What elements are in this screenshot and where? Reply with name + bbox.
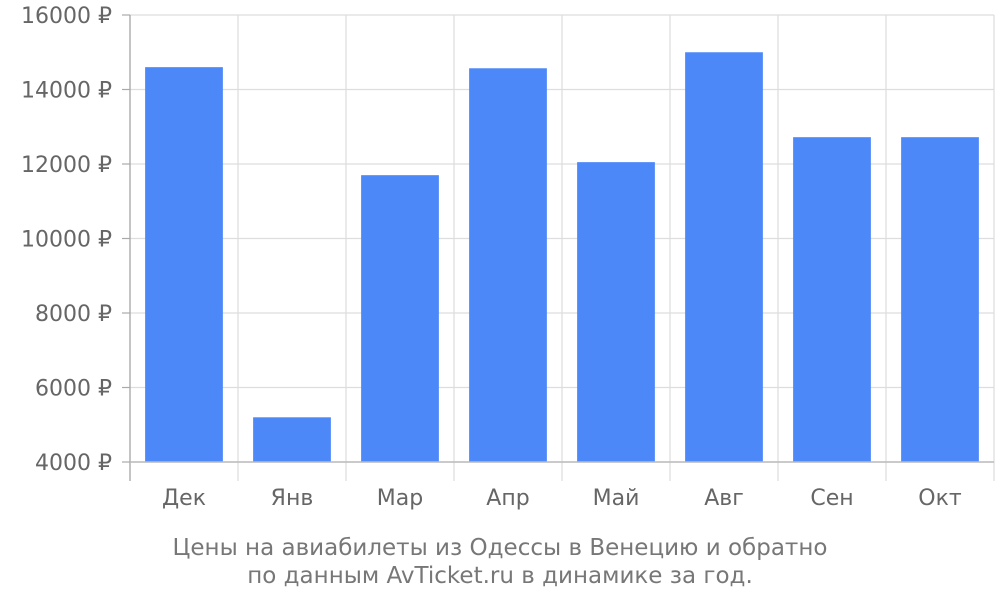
- bar-3: [361, 175, 439, 463]
- x-tick-label: Янв: [271, 486, 314, 511]
- bar-4: [469, 68, 547, 462]
- bar-2: [253, 417, 331, 462]
- chart-caption-line-1: Цены на авиабилеты из Одессы в Венецию и…: [172, 535, 828, 561]
- y-tick-label: 14000 ₽: [21, 79, 112, 104]
- grid-lines: [130, 14, 995, 481]
- bar-5: [577, 162, 655, 462]
- y-tick-labels: 4000 ₽ 6000 ₽ 8000 ₽ 10000 ₽ 12000 ₽ 14000 ₽ 1…: [21, 4, 112, 476]
- chart-caption-line-2: по данным AvTicket.ru в динамике за год.: [247, 563, 753, 589]
- y-tick-label: 10000 ₽: [21, 228, 112, 253]
- axes: [122, 14, 994, 481]
- y-tick-label: 4000 ₽: [35, 451, 112, 476]
- y-tick-label: 6000 ₽: [35, 377, 112, 402]
- y-tick-label: 16000 ₽: [21, 4, 112, 29]
- x-tick-label: Май: [593, 486, 640, 511]
- bar-8: [901, 137, 979, 462]
- bar-6: [685, 52, 763, 462]
- x-tick-label: Дек: [162, 486, 206, 511]
- y-tick-label: 12000 ₽: [21, 153, 112, 178]
- y-tick-label: 8000 ₽: [35, 302, 112, 327]
- bar-7: [793, 137, 871, 462]
- x-tick-label: Мар: [377, 486, 423, 511]
- x-tick-label: Апр: [486, 486, 529, 511]
- x-tick-label: Окт: [918, 486, 962, 511]
- bars: [145, 52, 979, 463]
- x-tick-label: Сен: [810, 486, 853, 511]
- x-tick-labels: Дек Янв Мар Апр Май Авг Сен Окт: [162, 486, 962, 511]
- bar-1: [145, 67, 223, 463]
- x-tick-label: Авг: [704, 486, 744, 511]
